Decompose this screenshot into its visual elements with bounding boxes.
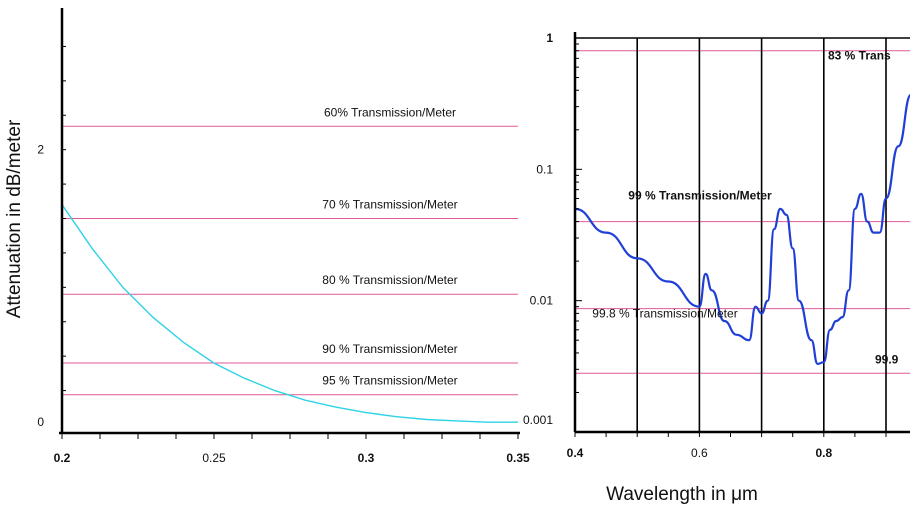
left-axes (59, 8, 520, 439)
right-axes (573, 32, 910, 437)
curve-line (575, 94, 910, 366)
y-tick-label: 0.001 (523, 413, 553, 427)
left-annotations: 60% Transmission/Meter 70 % Transmission/… (322, 105, 457, 387)
x-tick-label: 0.6 (691, 446, 708, 460)
right-tick-labels: 0.4 0.6 0.8 1 0.1 0.01 0.001 (523, 31, 832, 460)
reference-line-label: 99.9 (875, 352, 899, 366)
x-tick-label: 0.4 (567, 446, 584, 460)
y-axis-label: Attenuation in dB/meter (4, 119, 25, 318)
right-vertical-gridlines (636, 38, 887, 432)
x-tick-label: 0.25 (202, 451, 226, 465)
curve-line (61, 204, 518, 423)
left-chart-panel: 0.2 0.25 0.3 0.35 0 2 60% Transmission/Meter 7… (37, 8, 530, 465)
x-tick-label: 0.2 (54, 451, 71, 465)
x-axis-label: Wavelength in μm (606, 484, 758, 505)
reference-line-label: 70 % Transmission/Meter (322, 198, 457, 212)
reference-line-label: 99 % Transmission/Meter (628, 189, 772, 203)
reference-line-label: 99.8 % Transmission/Meter (592, 307, 737, 321)
y-tick-label: 0.01 (530, 294, 554, 308)
left-attenuation-curve (61, 204, 518, 423)
y-tick-label: 0 (37, 415, 44, 429)
y-tick-label: 0.1 (536, 162, 553, 176)
right-reference-lines (575, 50, 910, 374)
y-tick-label: 1 (546, 31, 553, 45)
reference-line-label: 90 % Transmission/Meter (322, 342, 457, 356)
x-tick-label: 0.35 (506, 451, 530, 465)
reference-line-label: 80 % Transmission/Meter (322, 273, 457, 287)
reference-line-label: 95 % Transmission/Meter (322, 374, 457, 388)
right-chart-panel: 0.4 0.6 0.8 1 0.1 0.01 0.001 83 % Trans 99 % Tr… (523, 31, 910, 460)
reference-line-label: 83 % Trans (828, 49, 891, 63)
x-tick-label: 0.3 (358, 451, 375, 465)
reference-line-label: 60% Transmission/Meter (324, 105, 456, 119)
y-tick-label: 2 (37, 143, 44, 157)
left-tick-labels: 0.2 0.25 0.3 0.35 0 2 (37, 143, 530, 465)
x-tick-label: 0.8 (815, 446, 832, 460)
right-annotations: 83 % Trans 99 % Transmission/Meter 99.8 % … (592, 49, 898, 367)
right-attenuation-curve (575, 94, 910, 366)
